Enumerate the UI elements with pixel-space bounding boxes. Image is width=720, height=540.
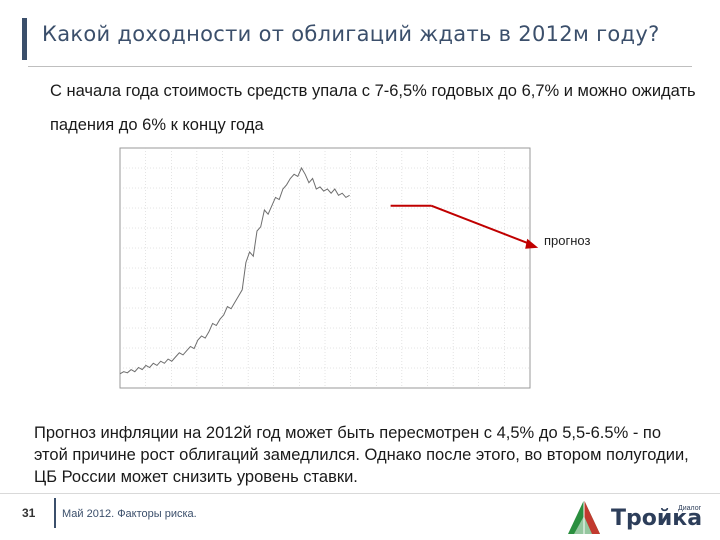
forecast-arrowhead [525, 238, 539, 249]
troika-logo-icon [568, 500, 600, 534]
slide-note: Прогноз инфляции на 2012й год может быть… [34, 424, 689, 486]
line-chart [119, 147, 539, 389]
logo-text: Тройка [611, 506, 703, 531]
series-line [119, 166, 350, 375]
title-divider [28, 66, 692, 67]
footer-text: Май 2012. Факторы риска. [62, 508, 197, 520]
slide-title: Какой доходности от облигаций ждать в 20… [42, 22, 660, 46]
forecast-arrow-line [431, 204, 533, 246]
footer-accent-bar [54, 498, 56, 528]
title-accent-bar [22, 18, 27, 60]
logo-superscript: Диалог [678, 505, 702, 512]
footer-divider [0, 493, 720, 494]
forecast-label: прогноз [544, 233, 591, 248]
chart-area [100, 140, 560, 410]
page-number: 31 [22, 506, 36, 520]
slide-subtitle: С начала года стоимость средств упала с … [50, 82, 696, 134]
